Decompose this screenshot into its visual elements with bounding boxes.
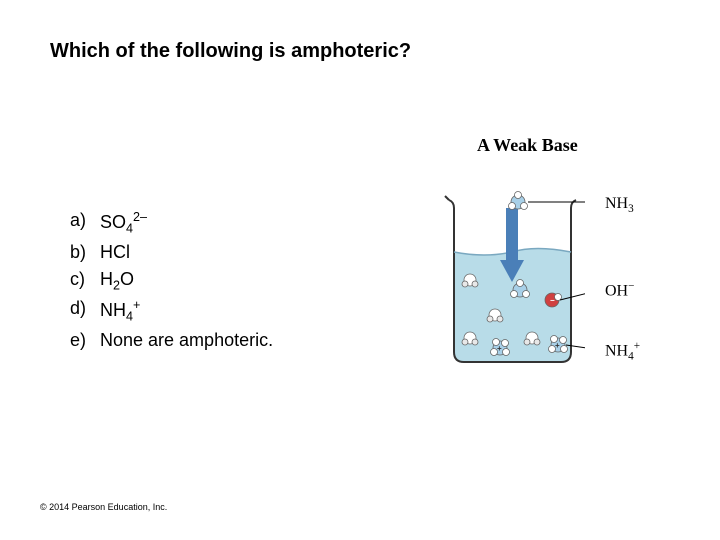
nh4-molecule: +	[549, 336, 568, 353]
label-nh4: NH4+	[605, 340, 640, 363]
option-text: SO42–	[100, 210, 147, 236]
option-b: b) HCl	[70, 242, 273, 263]
svg-text:+: +	[555, 341, 560, 350]
option-letter: c)	[70, 269, 100, 293]
option-d: d) NH4+	[70, 298, 273, 324]
option-c: c) H2O	[70, 269, 273, 293]
option-text: None are amphoteric.	[100, 330, 273, 351]
option-letter: d)	[70, 298, 100, 324]
label-oh: OH−	[605, 280, 634, 300]
option-letter: b)	[70, 242, 100, 263]
label-nh3: NH3	[605, 195, 634, 215]
nh4-molecule: +	[491, 339, 510, 356]
option-letter: a)	[70, 210, 100, 236]
option-a: a) SO42–	[70, 210, 273, 236]
copyright-text: © 2014 Pearson Education, Inc.	[40, 502, 167, 512]
option-text: NH4+	[100, 298, 140, 324]
svg-text:+: +	[497, 344, 502, 353]
options-list: a) SO42– b) HCl c) H2O d) NH4+ e) None a…	[70, 210, 273, 357]
beaker-diagram: − + +	[440, 190, 585, 370]
option-e: e) None are amphoteric.	[70, 330, 273, 351]
figure-area: − + + NH3 OH− NH4+	[420, 160, 680, 390]
nh3-molecule-top	[509, 192, 528, 210]
figure-title: A Weak Base	[477, 135, 578, 156]
option-text: H2O	[100, 269, 134, 293]
option-letter: e)	[70, 330, 100, 351]
svg-text:−: −	[550, 296, 555, 305]
question-title: Which of the following is amphoteric?	[50, 40, 411, 63]
option-text: HCl	[100, 242, 130, 263]
